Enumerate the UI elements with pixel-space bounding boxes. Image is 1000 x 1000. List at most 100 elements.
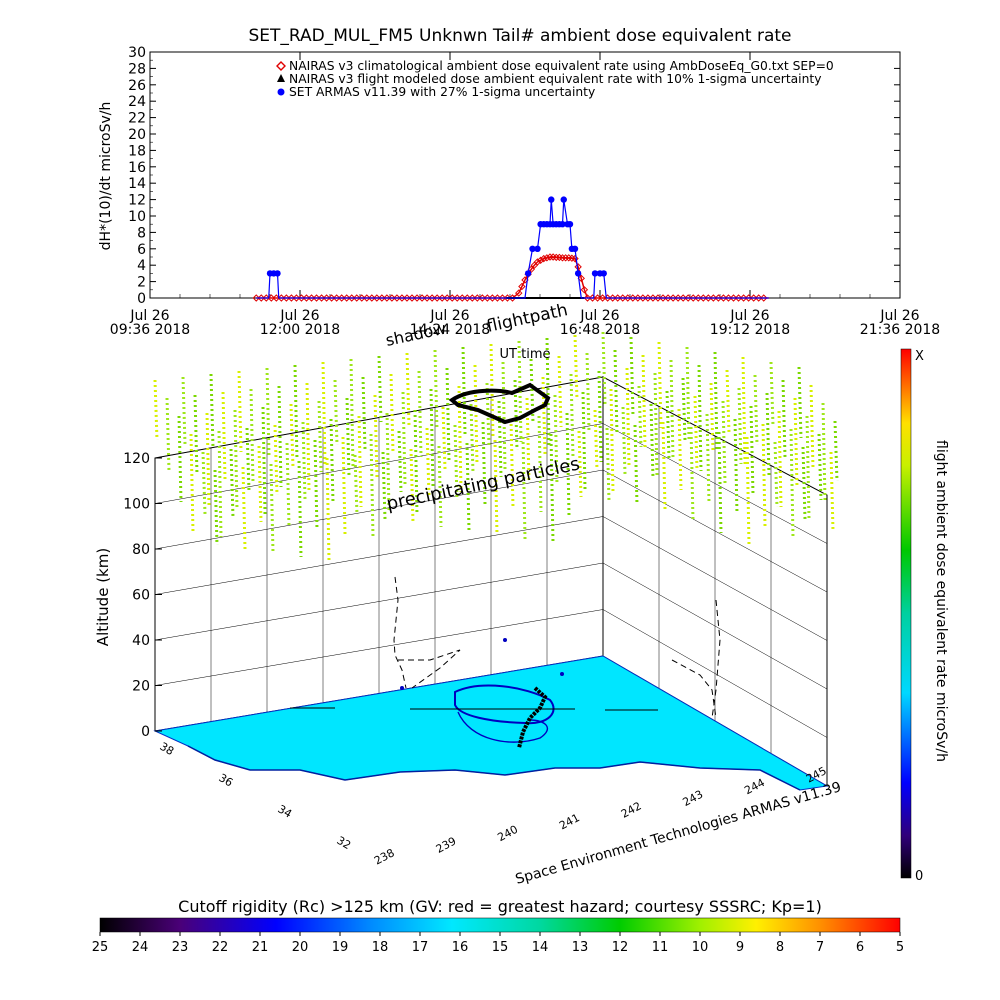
particle-column (229, 448, 235, 519)
top-y-axis-label: dH*(10)/dt microSv/h (98, 102, 114, 251)
particle-column (381, 451, 387, 520)
series-climatological-point (257, 294, 265, 302)
particle-column (549, 433, 555, 544)
particle-column (681, 377, 687, 441)
series-climatological-point (363, 294, 371, 302)
series-climatological-point (649, 294, 657, 302)
particle-column (317, 400, 323, 473)
longitude-tick-label: 244 (742, 776, 767, 797)
top-chart-title: SET_RAD_MUL_FM5 Unknwn Tail# ambient dos… (249, 26, 792, 46)
bottom-colorbar-tick-label: 21 (252, 940, 269, 955)
series-climatological-point (463, 294, 471, 302)
series-climatological-point (478, 294, 487, 302)
particle-column (181, 376, 187, 445)
particle-column (349, 358, 355, 469)
particle-column (545, 337, 551, 447)
series-climatological-point (709, 294, 718, 302)
latitude-tick-label: 34 (275, 803, 294, 821)
longitude-tick-label: 240 (495, 823, 520, 844)
top-x-tick-time: 12:00 2018 (260, 322, 340, 338)
series-climatological-point (433, 294, 441, 302)
particle-column (297, 460, 303, 558)
top-x-tick-day: Jul 26 (729, 308, 769, 324)
series-climatological-point (518, 282, 526, 291)
altitude-tick-label: 60 (132, 588, 150, 604)
particle-column (293, 364, 299, 461)
top-y-tick-label: 12 (128, 193, 146, 209)
series-armas-point (524, 270, 532, 277)
particle-column (329, 418, 335, 504)
particle-column (445, 367, 451, 462)
series-climatological-point (598, 294, 607, 302)
series-climatological-point (664, 294, 672, 302)
particle-column (389, 373, 395, 454)
right-colorbar-min-label: 0 (915, 869, 923, 884)
particle-column (721, 400, 727, 484)
particle-column (537, 415, 543, 513)
top-y-tick-label: 16 (128, 160, 146, 176)
top-y-tick-label: 22 (128, 111, 146, 127)
ground-marker-2 (400, 686, 404, 690)
particle-column (649, 403, 655, 479)
series-climatological-point (373, 294, 381, 302)
bottom-colorbar-tick-label: 13 (572, 940, 589, 955)
right-colorbar-label: flight ambient dose equivalent rate micr… (933, 440, 949, 762)
particle-column (245, 427, 251, 492)
shadow-trace-left-branch (398, 649, 461, 689)
particle-column (605, 427, 611, 502)
particle-column (801, 446, 807, 520)
particle-column (829, 451, 835, 532)
particle-column (749, 405, 755, 496)
top-x-tick-time: 16:48 2018 (560, 322, 640, 338)
series-climatological-point (453, 294, 461, 302)
series-climatological-point (277, 294, 286, 302)
particle-column (789, 428, 795, 539)
particle-column (277, 385, 283, 488)
particle-column (689, 426, 695, 522)
armas-credit-label: Space Environment Technologies ARMAS v11… (514, 779, 843, 888)
particle-column (621, 406, 627, 475)
top-x-tick-time: 09:36 2018 (110, 322, 190, 338)
bottom-colorbar-tick-label: 19 (332, 940, 349, 955)
series-climatological-point (383, 294, 391, 302)
particle-column (325, 457, 331, 562)
particle-column (205, 412, 211, 507)
series-climatological-point (679, 294, 687, 302)
bottom-colorbar-tick-label: 22 (212, 940, 229, 955)
series-climatological-point (297, 294, 306, 302)
series-climatological-point (543, 254, 551, 262)
particle-column (165, 397, 171, 472)
bottom-colorbar-tick-label: 15 (492, 940, 509, 955)
particle-column (193, 394, 199, 476)
particle-column (717, 431, 723, 534)
particle-column (357, 415, 363, 508)
particle-column (597, 370, 603, 463)
series-climatological-point (659, 294, 667, 302)
series-climatological-point (428, 294, 436, 302)
particle-column (489, 343, 495, 439)
longitude-tick-label: 239 (434, 835, 459, 856)
bottom-colorbar-tick-label: 23 (172, 940, 189, 955)
series-climatological-point (292, 294, 301, 302)
particle-column (285, 442, 291, 527)
series-climatological-point (744, 294, 753, 302)
particle-column (805, 415, 811, 520)
latitude-tick-label: 36 (216, 771, 235, 789)
series-climatological-point (438, 294, 446, 302)
latitude-axis: 32 34 36 38 (157, 740, 353, 852)
bottom-colorbar-tick-label: 18 (372, 940, 389, 955)
legend-label-climatological: NAIRAS v3 climatological ambient dose eq… (289, 59, 834, 73)
particle-column (745, 436, 751, 546)
flightpath-annotation: flightpath (485, 300, 570, 337)
particle-column (773, 441, 779, 508)
series-armas-point (574, 270, 582, 277)
series-climatological-point (619, 294, 627, 302)
particle-column (733, 418, 739, 515)
particle-column (249, 388, 255, 484)
series-armas-point (560, 196, 567, 203)
particle-column (793, 397, 799, 489)
series-climatological-point (498, 294, 507, 302)
